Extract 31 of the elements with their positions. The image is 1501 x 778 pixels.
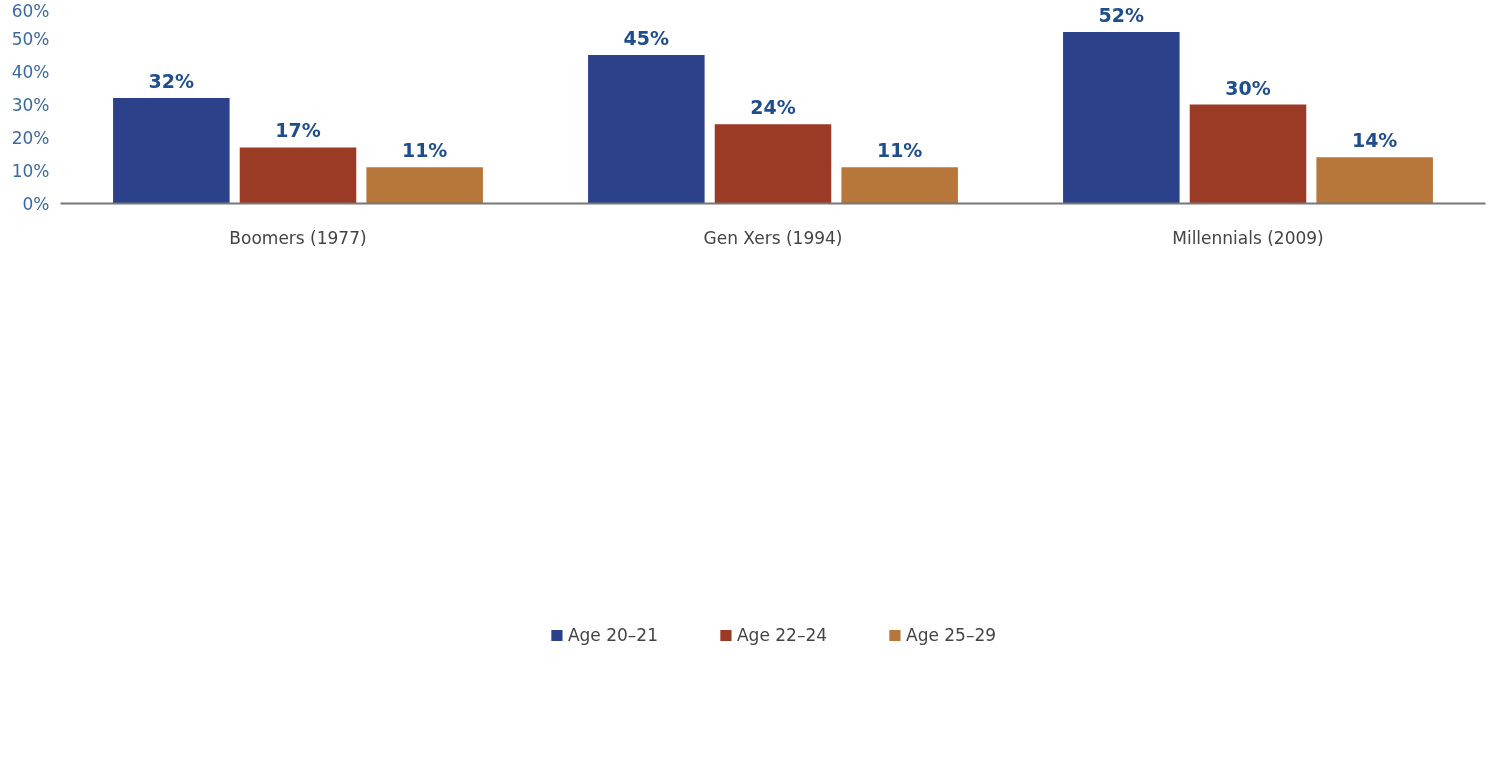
bar <box>366 167 483 204</box>
bar <box>1189 104 1307 204</box>
bar <box>113 97 230 204</box>
data-label: 24% <box>750 96 796 119</box>
y-tick-label: 50% <box>11 28 50 49</box>
y-tick-label: 40% <box>11 61 50 82</box>
legend-label: Age 22–24 <box>736 625 828 645</box>
x-tick-label: Boomers (1977) <box>229 227 367 248</box>
y-tick-label: 20% <box>11 127 50 148</box>
bar <box>588 55 705 204</box>
bar <box>239 147 357 204</box>
bar <box>1063 31 1180 204</box>
legend-label: Age 20–21 <box>567 625 658 645</box>
x-tick-label: Gen Xers (1994) <box>703 227 843 248</box>
bar <box>1316 157 1433 204</box>
bar <box>841 167 958 204</box>
y-tick-label: 30% <box>11 94 50 115</box>
data-label: 32% <box>148 69 195 92</box>
data-label: 52% <box>1098 3 1145 26</box>
data-label: 11% <box>876 139 923 162</box>
legend-label: Age 25–29 <box>906 625 997 645</box>
data-label: 17% <box>275 119 321 142</box>
y-tick-label: 10% <box>11 160 50 181</box>
data-label: 11% <box>401 139 448 162</box>
data-label: 30% <box>1225 76 1271 99</box>
x-tick-label: Millennials (2009) <box>1172 227 1324 248</box>
data-label: 14% <box>1351 129 1398 152</box>
y-tick-label: 60% <box>11 0 50 21</box>
bar <box>714 124 832 204</box>
data-label: 45% <box>623 27 670 49</box>
y-tick-label: 0% <box>22 193 50 214</box>
